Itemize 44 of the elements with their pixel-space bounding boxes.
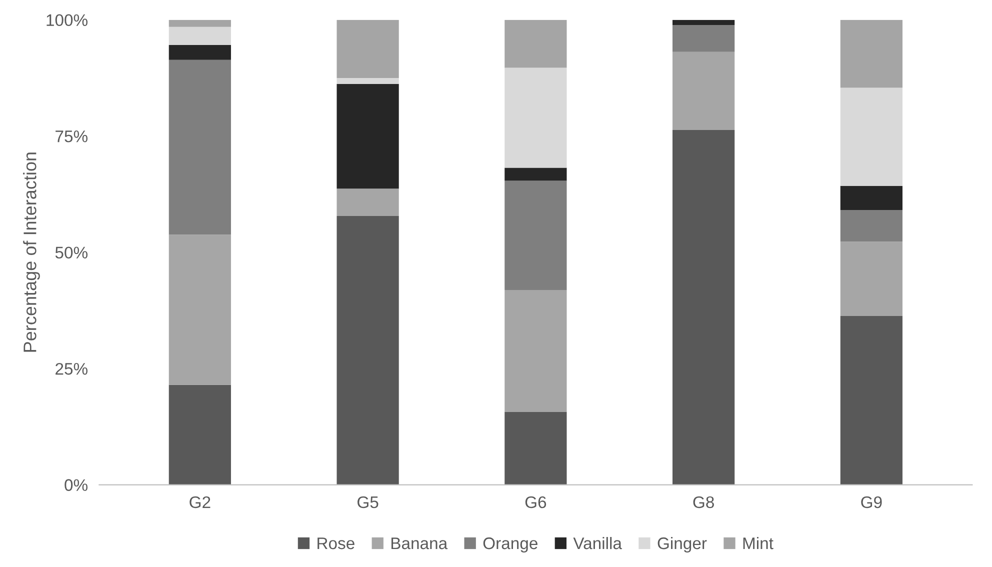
x-tick-label: G5 [358,496,378,508]
y-tick-label: 0% [64,479,88,491]
legend-label: Ginger [658,536,707,553]
bar [336,78,399,84]
x-tick-label: G8 [693,496,714,508]
bar [504,290,567,412]
bar [840,316,902,485]
y-axis-title: Percentage of Interaction [23,152,40,352]
y-tick-label: 100% [46,14,88,26]
bar [168,60,231,235]
bar [336,216,399,485]
bar [672,52,735,130]
bar [168,234,231,385]
bar [336,84,399,189]
bar [672,130,735,485]
x-tick-label: G9 [861,496,882,508]
legend-label: Rose [318,538,354,550]
bar [504,68,567,168]
bar [336,188,399,216]
bar [672,24,735,52]
bar [504,412,567,485]
bar [840,242,902,316]
bar [504,20,567,68]
bar [504,180,567,290]
bar [840,186,902,210]
bar [840,210,902,242]
bar [672,20,735,25]
bar [168,44,231,60]
legend-label: Banana [391,538,448,550]
x-tick-label: G2 [190,496,210,508]
legend-label: Orange [483,537,538,553]
legend-label: Mint [743,536,774,550]
bar [504,168,567,181]
x-tick-label: G6 [525,496,546,508]
bar [168,384,231,485]
bar [840,20,902,88]
bar [336,20,399,78]
y-tick-label: 75% [56,130,88,142]
bar [168,26,231,45]
y-tick-label: 25% [56,362,88,375]
y-tick-label: 50% [55,246,88,259]
bar [840,88,902,186]
legend-label: Vanilla [573,536,622,550]
bar [168,20,231,27]
